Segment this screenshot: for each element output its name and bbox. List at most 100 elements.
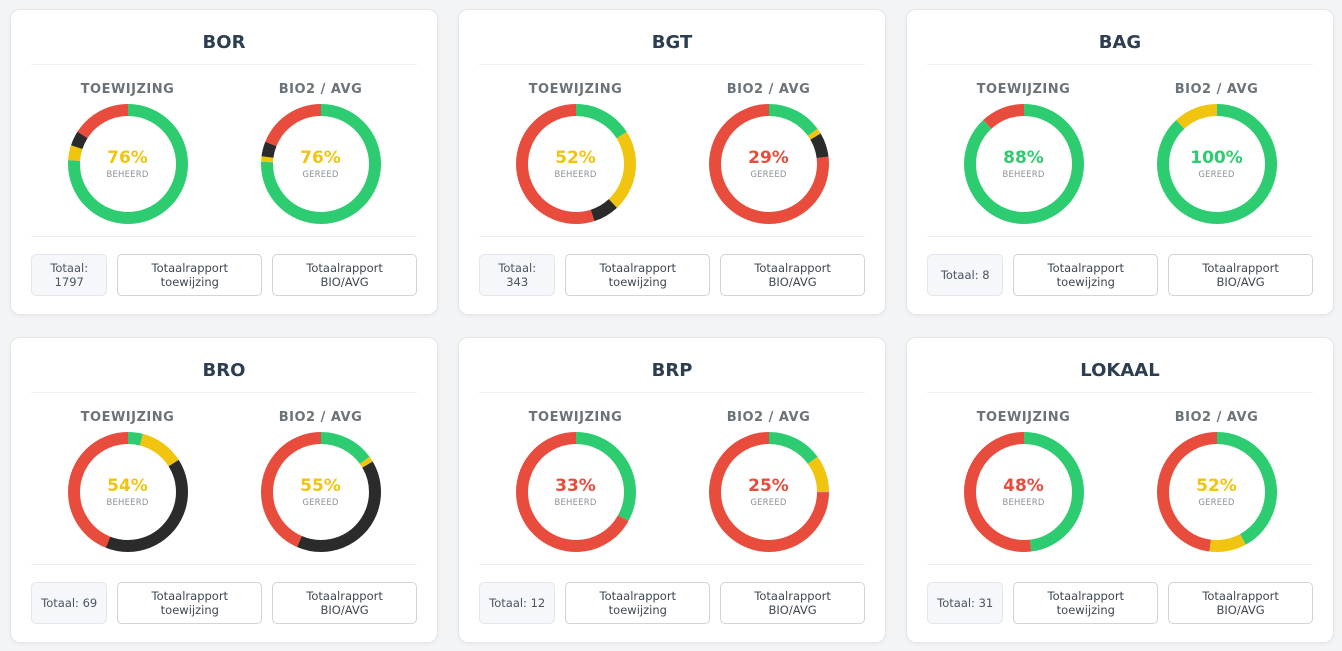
donut-percentage: 76% — [107, 148, 148, 168]
donut-svg — [515, 432, 636, 552]
donut-center: 76% BEHEERD — [67, 103, 189, 225]
chart-bio-avg: BIO2 / AVG 29% GEREED — [672, 65, 865, 236]
report-toewijzing-button[interactable]: Totaalrapport toewijzing — [1013, 254, 1159, 296]
register-card: BRO TOEWIJZING 54% BEHEERD BIO2 / AVG 55… — [10, 337, 438, 643]
report-toewijzing-button[interactable]: Totaalrapport toewijzing — [565, 254, 711, 296]
donut-chart[interactable]: 100% GEREED — [1156, 103, 1278, 225]
chart-label: BIO2 / AVG — [726, 82, 811, 97]
dashboard-grid: BOR TOEWIJZING 76% BEHEERD BIO2 / AVG 76… — [10, 9, 1334, 643]
donut-chart[interactable]: 76% GEREED — [260, 103, 382, 225]
report-toewijzing-button[interactable]: Totaalrapport toewijzing — [565, 582, 711, 624]
donut-percentage: 29% — [748, 148, 789, 168]
chart-toewijzing: TOEWIJZING 48% BEHEERD — [927, 393, 1120, 564]
card-footer: Totaal: 69 Totaalrapport toewijzing Tota… — [31, 565, 417, 641]
report-bio-avg-button[interactable]: Totaalrapport BIO/AVG — [272, 582, 417, 624]
donut-percentage: 52% — [555, 148, 596, 168]
donut-percentage: 33% — [555, 476, 596, 496]
donut-svg — [67, 104, 188, 224]
card-footer: Totaal: 8 Totaalrapport toewijzing Totaa… — [927, 237, 1313, 313]
donut-svg — [260, 432, 381, 552]
donut-percentage: 54% — [107, 476, 148, 496]
donut-center: 76% GEREED — [260, 103, 382, 225]
donut-sublabel: GEREED — [302, 170, 339, 180]
donut-svg — [963, 104, 1084, 224]
chart-toewijzing: TOEWIJZING 88% BEHEERD — [927, 65, 1120, 236]
report-toewijzing-button[interactable]: Totaalrapport toewijzing — [117, 254, 263, 296]
report-toewijzing-button[interactable]: Totaalrapport toewijzing — [1013, 582, 1159, 624]
chart-label: TOEWIJZING — [80, 82, 175, 97]
chart-toewijzing: TOEWIJZING 52% BEHEERD — [479, 65, 672, 236]
donut-percentage: 88% — [1003, 148, 1044, 168]
donut-chart[interactable]: 29% GEREED — [708, 103, 830, 225]
chart-label: BIO2 / AVG — [278, 82, 363, 97]
donut-percentage: 48% — [1003, 476, 1044, 496]
charts-row: TOEWIJZING 88% BEHEERD BIO2 / AVG 100% G… — [927, 65, 1313, 237]
donut-svg — [1156, 104, 1277, 224]
donut-segment-red — [67, 104, 188, 224]
report-bio-avg-button[interactable]: Totaalrapport BIO/AVG — [272, 254, 417, 296]
donut-center: 54% BEHEERD — [67, 431, 189, 553]
donut-segment-red — [67, 432, 188, 552]
donut-segment-yellow — [515, 104, 636, 224]
donut-segment-dark — [67, 432, 188, 552]
donut-center: 88% BEHEERD — [963, 103, 1085, 225]
total-count-badge: Totaal: 1797 — [31, 254, 108, 296]
donut-chart[interactable]: 52% GEREED — [1156, 431, 1278, 553]
donut-svg — [260, 104, 381, 224]
donut-chart[interactable]: 88% BEHEERD — [963, 103, 1085, 225]
donut-segment-red — [963, 104, 1084, 224]
donut-chart[interactable]: 54% BEHEERD — [67, 431, 189, 553]
chart-label: BIO2 / AVG — [1174, 410, 1259, 425]
donut-segment-yellow — [708, 432, 829, 552]
donut-svg — [963, 432, 1084, 552]
card-footer: Totaal: 12 Totaalrapport toewijzing Tota… — [479, 565, 865, 641]
total-count-badge: Totaal: 8 — [927, 254, 1004, 296]
donut-chart[interactable]: 55% GEREED — [260, 431, 382, 553]
charts-row: TOEWIJZING 48% BEHEERD BIO2 / AVG 52% GE… — [927, 393, 1313, 565]
donut-center: 48% BEHEERD — [963, 431, 1085, 553]
report-toewijzing-button[interactable]: Totaalrapport toewijzing — [117, 582, 263, 624]
donut-percentage: 25% — [748, 476, 789, 496]
chart-bio-avg: BIO2 / AVG 25% GEREED — [672, 393, 865, 564]
total-count-badge: Totaal: 343 — [479, 254, 556, 296]
total-count-badge: Totaal: 31 — [927, 582, 1004, 624]
donut-sublabel: GEREED — [302, 498, 339, 508]
report-bio-avg-button[interactable]: Totaalrapport BIO/AVG — [1168, 254, 1313, 296]
card-title: BRO — [31, 338, 417, 393]
donut-chart[interactable]: 33% BEHEERD — [515, 431, 637, 553]
card-title: BRP — [479, 338, 865, 393]
card-title: BOR — [31, 10, 417, 65]
donut-chart[interactable]: 48% BEHEERD — [963, 431, 1085, 553]
report-bio-avg-button[interactable]: Totaalrapport BIO/AVG — [720, 582, 865, 624]
report-bio-avg-button[interactable]: Totaalrapport BIO/AVG — [1168, 582, 1313, 624]
chart-label: BIO2 / AVG — [278, 410, 363, 425]
charts-row: TOEWIJZING 76% BEHEERD BIO2 / AVG 76% GE… — [31, 65, 417, 237]
chart-label: BIO2 / AVG — [726, 410, 811, 425]
donut-sublabel: GEREED — [750, 170, 787, 180]
charts-row: TOEWIJZING 52% BEHEERD BIO2 / AVG 29% GE… — [479, 65, 865, 237]
donut-chart[interactable]: 52% BEHEERD — [515, 103, 637, 225]
donut-center: 33% BEHEERD — [515, 431, 637, 553]
donut-sublabel: BEHEERD — [1002, 498, 1045, 508]
donut-segment-red — [963, 432, 1084, 552]
register-card: BAG TOEWIJZING 88% BEHEERD BIO2 / AVG 10… — [906, 9, 1334, 315]
card-title: BAG — [927, 10, 1313, 65]
chart-bio-avg: BIO2 / AVG 76% GEREED — [224, 65, 417, 236]
donut-percentage: 76% — [300, 148, 341, 168]
chart-label: TOEWIJZING — [528, 82, 623, 97]
card-footer: Totaal: 1797 Totaalrapport toewijzing To… — [31, 237, 417, 313]
donut-chart[interactable]: 25% GEREED — [708, 431, 830, 553]
donut-segment-red — [708, 432, 829, 552]
chart-bio-avg: BIO2 / AVG 55% GEREED — [224, 393, 417, 564]
register-card: BRP TOEWIJZING 33% BEHEERD BIO2 / AVG 25… — [458, 337, 886, 643]
donut-chart[interactable]: 76% BEHEERD — [67, 103, 189, 225]
chart-label: TOEWIJZING — [80, 410, 175, 425]
card-footer: Totaal: 31 Totaalrapport toewijzing Tota… — [927, 565, 1313, 641]
total-count-badge: Totaal: 12 — [479, 582, 556, 624]
report-bio-avg-button[interactable]: Totaalrapport BIO/AVG — [720, 254, 865, 296]
donut-percentage: 55% — [300, 476, 341, 496]
chart-label: TOEWIJZING — [528, 410, 623, 425]
register-card: BGT TOEWIJZING 52% BEHEERD BIO2 / AVG 29… — [458, 9, 886, 315]
card-footer: Totaal: 343 Totaalrapport toewijzing Tot… — [479, 237, 865, 313]
donut-center: 29% GEREED — [708, 103, 830, 225]
